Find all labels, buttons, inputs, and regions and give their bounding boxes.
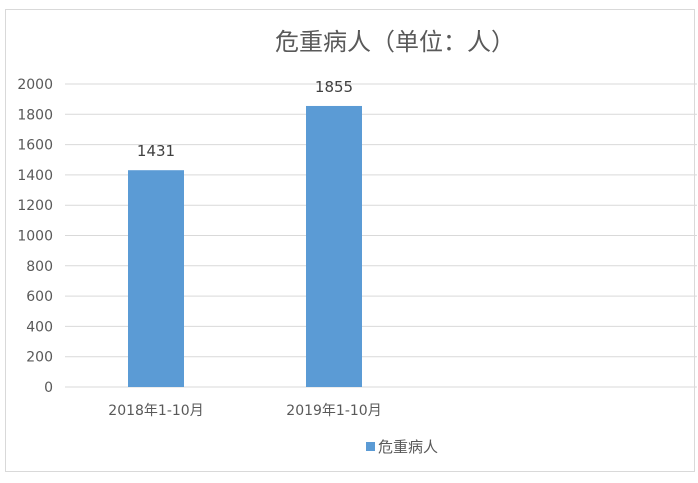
y-tick-label: 1800 [17,107,53,123]
data-label: 1855 [315,78,353,96]
y-tick-label: 2000 [17,77,53,93]
data-label: 1431 [137,142,175,160]
legend-swatch [366,442,375,451]
chart-title: 危重病人（单位：人） [275,28,515,56]
bars: 1431 1855 [128,78,362,387]
y-tick-label: 600 [26,289,53,305]
legend: 危重病人 [366,438,438,456]
y-tick-label: 200 [26,350,53,366]
bar [306,105,362,387]
bar [128,170,184,387]
y-tick-label: 800 [26,259,53,275]
x-axis: 2018年1-10月 2019年1-10月 [108,403,381,419]
legend-label: 危重病人 [378,438,438,456]
y-tick-label: 400 [26,319,53,335]
x-tick-label: 2019年1-10月 [286,403,381,419]
y-tick-label: 1000 [17,229,53,245]
x-tick-label: 2018年1-10月 [108,403,203,419]
y-axis: 0 200 400 600 800 1000 1200 1400 1600 1800 2000 [17,77,53,396]
y-tick-label: 1600 [17,138,53,154]
y-tick-label: 1200 [17,198,53,214]
y-tick-label: 0 [44,380,53,396]
y-tick-label: 1400 [17,168,53,184]
